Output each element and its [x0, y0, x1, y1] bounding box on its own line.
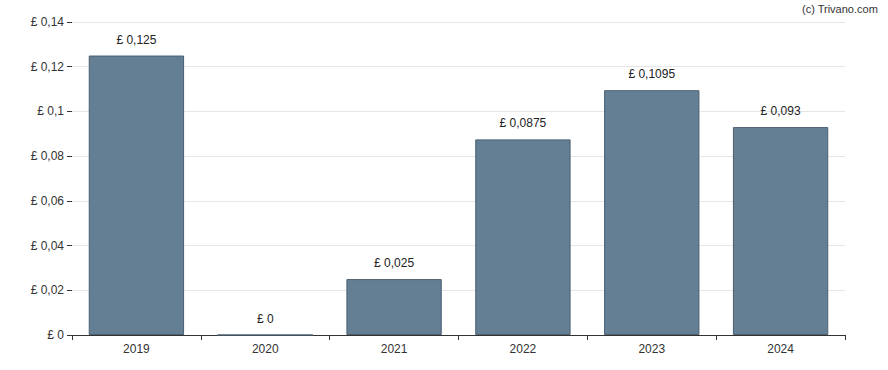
svg-text:2019: 2019	[123, 342, 150, 356]
svg-text:£ 0,06: £ 0,06	[31, 194, 65, 208]
svg-text:2024: 2024	[767, 342, 794, 356]
svg-text:£ 0,12: £ 0,12	[31, 60, 65, 74]
svg-text:£ 0,025: £ 0,025	[374, 256, 414, 270]
svg-text:£ 0: £ 0	[257, 312, 274, 326]
svg-text:£ 0,1: £ 0,1	[37, 104, 64, 118]
svg-text:£ 0,08: £ 0,08	[31, 149, 65, 163]
svg-text:2020: 2020	[252, 342, 279, 356]
svg-text:2023: 2023	[638, 342, 665, 356]
svg-text:£ 0,093: £ 0,093	[761, 104, 801, 118]
svg-text:£ 0: £ 0	[47, 328, 64, 342]
svg-text:£ 0,02: £ 0,02	[31, 283, 65, 297]
svg-text:£ 0,04: £ 0,04	[31, 239, 65, 253]
svg-text:(c) Trivano.com: (c) Trivano.com	[802, 3, 878, 15]
svg-text:£ 0,0875: £ 0,0875	[500, 116, 547, 130]
svg-text:2021: 2021	[381, 342, 408, 356]
svg-text:2022: 2022	[510, 342, 537, 356]
svg-text:£ 0,1095: £ 0,1095	[628, 67, 675, 81]
svg-text:£ 0,14: £ 0,14	[31, 15, 65, 29]
svg-text:£ 0,125: £ 0,125	[116, 33, 156, 47]
